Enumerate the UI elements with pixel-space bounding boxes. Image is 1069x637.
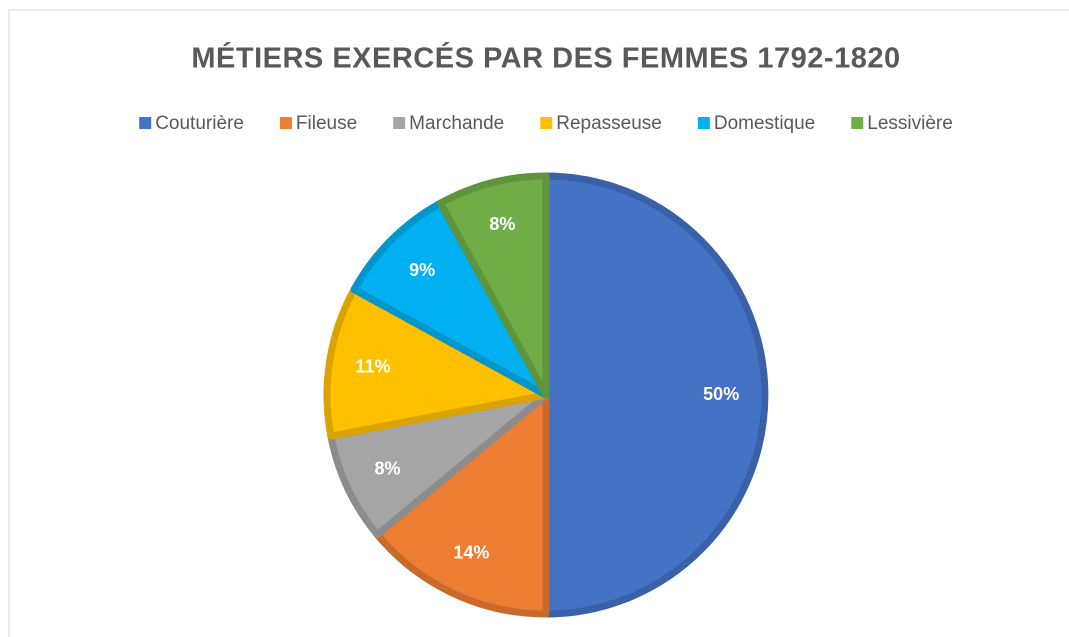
chart-title: MÉTIERS EXERCÉS PAR DES FEMMES 1792-1820 bbox=[191, 41, 900, 75]
pie-slice bbox=[350, 199, 550, 399]
data-label: 14% bbox=[453, 542, 489, 562]
legend-label: Domestique bbox=[714, 113, 815, 134]
legend-swatch bbox=[697, 117, 710, 129]
data-label: 11% bbox=[355, 356, 390, 376]
legend-label: Lessivière bbox=[867, 113, 953, 134]
legend-label: Repasseuse bbox=[556, 113, 662, 134]
pie-slice bbox=[323, 285, 550, 440]
legend-label: Marchande bbox=[409, 113, 504, 134]
data-label: 9% bbox=[409, 260, 435, 280]
legend-label: Fileuse bbox=[296, 113, 357, 134]
data-label: 8% bbox=[489, 214, 515, 234]
legend-label: Couturière bbox=[155, 113, 244, 134]
legend-swatch bbox=[279, 117, 292, 129]
pie-slice bbox=[373, 391, 550, 618]
data-label: 50% bbox=[703, 384, 739, 404]
data-label: 8% bbox=[374, 458, 400, 478]
pie-slice bbox=[542, 172, 769, 618]
legend-swatch bbox=[540, 117, 553, 129]
legend-swatch bbox=[139, 117, 152, 129]
pie-slice bbox=[436, 172, 550, 399]
legend-swatch bbox=[851, 117, 864, 129]
legend-swatch bbox=[393, 117, 406, 129]
